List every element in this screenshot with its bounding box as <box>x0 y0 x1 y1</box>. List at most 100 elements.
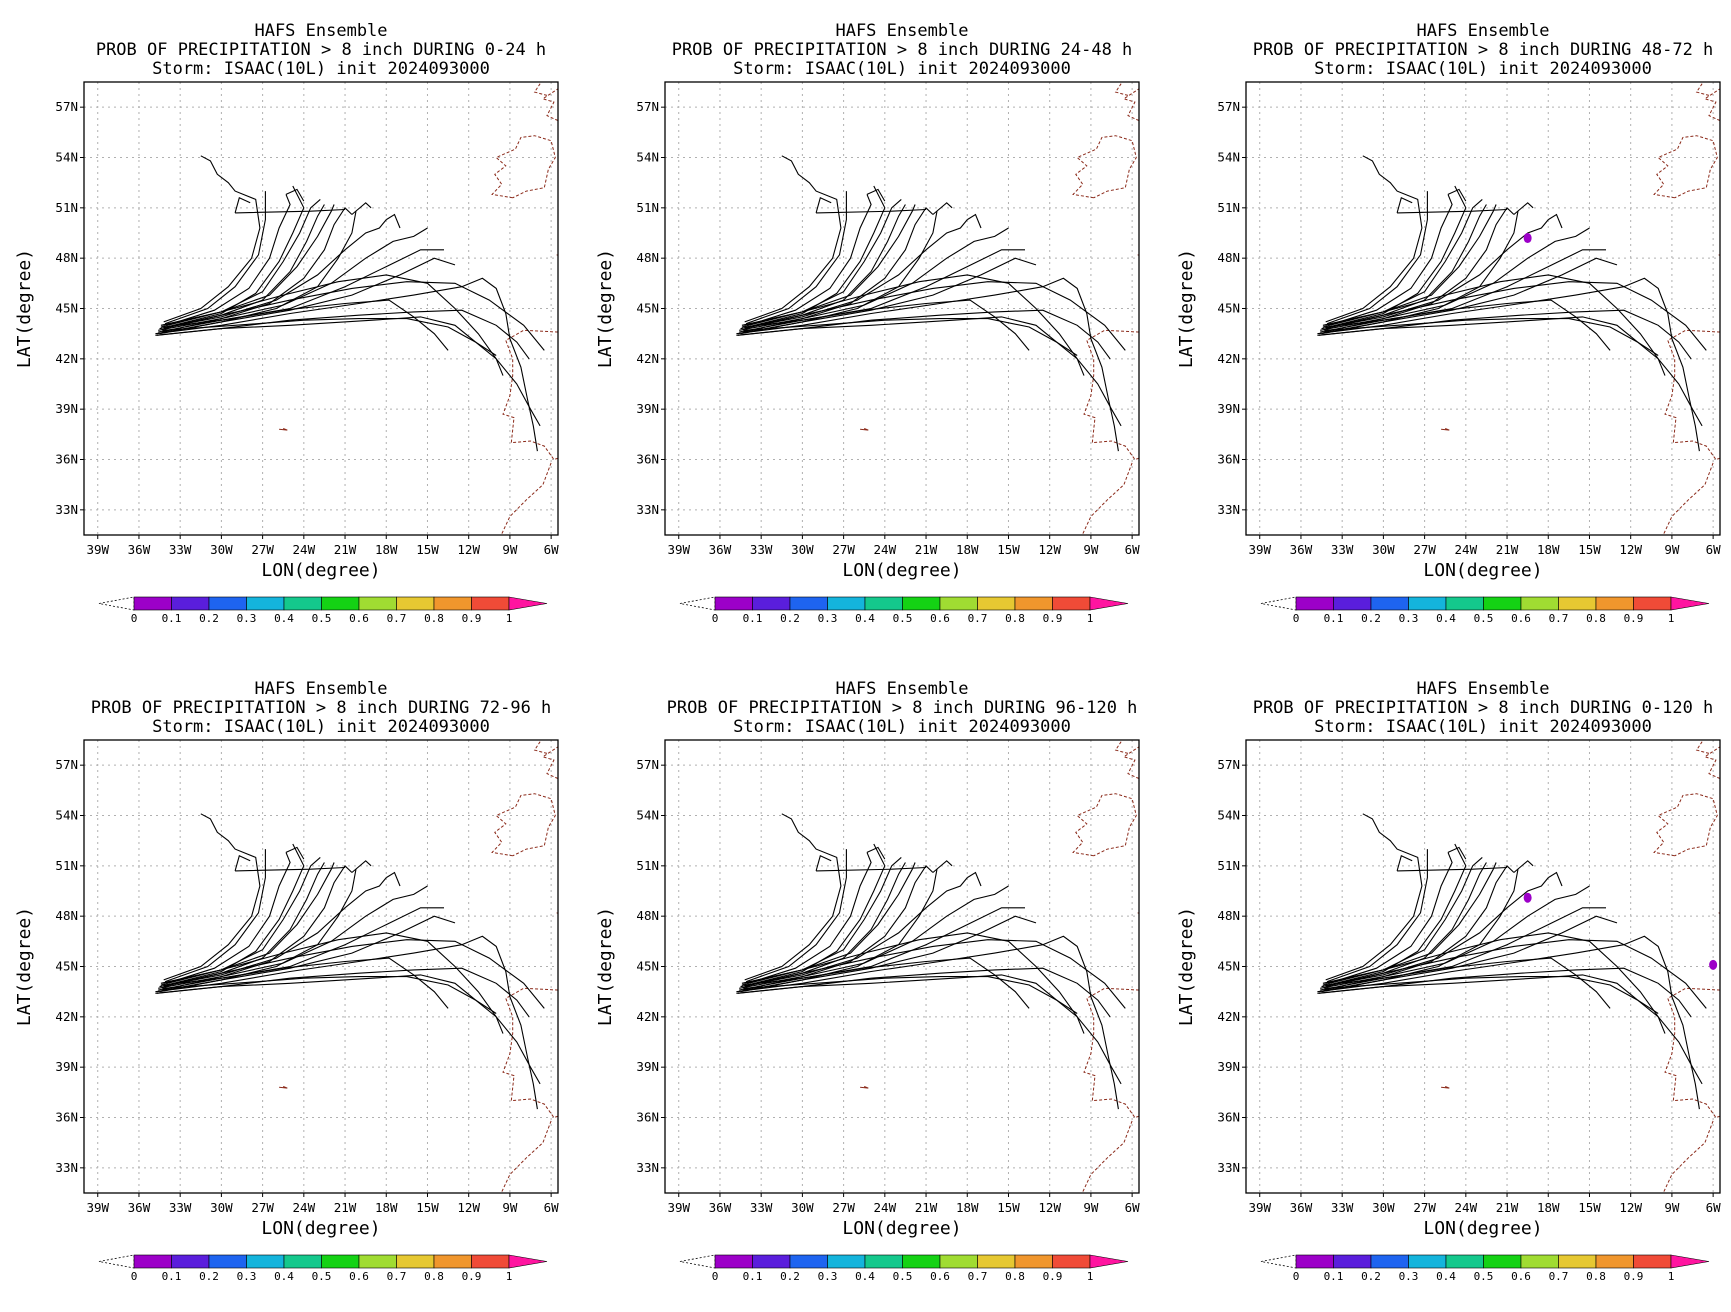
y-tick-label: 36N <box>55 1110 78 1125</box>
y-tick-label: 33N <box>636 502 659 517</box>
colorbar-label: 1 <box>1668 612 1675 625</box>
x-tick-label: 24W <box>293 1200 316 1215</box>
x-tick-label: 27W <box>1413 1200 1436 1215</box>
colorbar-label: 0.5 <box>312 1270 332 1283</box>
colorbar-label: 0.9 <box>1043 612 1063 625</box>
ensemble-track <box>741 932 1122 1085</box>
ensemble-track <box>743 976 1078 1014</box>
colorbar-segment <box>1295 596 1334 611</box>
chart-title: HAFS Ensemble <box>1416 679 1549 699</box>
coastline <box>1695 741 1710 754</box>
island <box>279 1086 288 1089</box>
coastline <box>502 987 558 1119</box>
storm-label: Storm: ISAAC(10L) init 2024093000 <box>152 717 490 737</box>
ensemble-track <box>747 843 886 986</box>
x-tick-label: 18W <box>956 1200 979 1215</box>
x-tick-label: 6W <box>1706 542 1722 557</box>
y-tick-label: 45N <box>55 301 78 316</box>
chart-subtitle: PROB OF PRECIPITATION > 8 inch DURING 48… <box>1253 40 1714 60</box>
ensemble-track <box>744 813 842 981</box>
x-tick-label: 27W <box>832 542 855 557</box>
y-tick-label: 48N <box>636 908 659 923</box>
ensemble-track <box>166 852 291 984</box>
ensemble-track <box>1317 967 1692 1018</box>
x-tick-label: 36W <box>128 542 151 557</box>
colorbar-segment <box>902 596 941 611</box>
ensemble-track <box>744 155 842 323</box>
ensemble-track <box>1325 957 1611 1009</box>
coastline <box>1137 912 1139 914</box>
y-tick-label: 48N <box>636 250 659 265</box>
x-tick-label: 30W <box>791 1200 814 1215</box>
y-tick-label: 45N <box>636 959 659 974</box>
colorbar-segment <box>246 596 285 611</box>
colorbar-segment <box>471 596 510 611</box>
ensemble-track <box>155 309 530 360</box>
coastline <box>533 741 548 754</box>
ensemble-track <box>747 185 886 328</box>
ensemble-track <box>932 202 953 215</box>
colorbar-label: 0.6 <box>349 612 369 625</box>
x-tick-label: 9W <box>502 1200 518 1215</box>
coastline <box>1703 88 1720 122</box>
map-area <box>84 82 558 535</box>
ensemble-track <box>164 849 266 983</box>
y-tick-label: 51N <box>55 200 78 215</box>
coastline <box>1664 987 1720 1119</box>
ensemble-track <box>1320 227 1590 331</box>
ensemble-track <box>162 206 353 333</box>
y-tick-label: 45N <box>55 959 78 974</box>
x-tick-label: 39W <box>667 1200 690 1215</box>
ensemble-track <box>1318 915 1618 993</box>
ensemble-track <box>866 188 886 202</box>
y-tick-label: 45N <box>1217 301 1240 316</box>
colorbar-over-arrow <box>1089 596 1129 611</box>
colorbar-segment <box>827 1254 866 1269</box>
ensemble-track <box>1317 277 1700 452</box>
colorbar-segment <box>171 1254 210 1269</box>
colorbar-label: 0.1 <box>1324 612 1344 625</box>
ensemble-track <box>736 935 1119 1110</box>
x-tick-label: 21W <box>334 542 357 557</box>
y-tick-label: 51N <box>55 858 78 873</box>
x-tick-label: 18W <box>1537 542 1560 557</box>
x-tick-label: 9W <box>1664 542 1680 557</box>
ensemble-track <box>1322 932 1703 1085</box>
y-tick-label: 48N <box>55 908 78 923</box>
colorbar-label: 0.9 <box>1624 1270 1644 1283</box>
ensemble-track <box>816 208 927 214</box>
colorbar-label: 0.3 <box>1399 1270 1419 1283</box>
colorbar-segment <box>902 1254 941 1269</box>
colorbar-segment <box>1408 1254 1447 1269</box>
x-tick-label: 24W <box>1455 542 1478 557</box>
colorbar-segment <box>827 596 866 611</box>
y-tick-label: 45N <box>1217 959 1240 974</box>
x-axis-label: LON(degree) <box>1423 560 1542 581</box>
colorbar-segment <box>283 596 322 611</box>
x-tick-label: 21W <box>915 1200 938 1215</box>
colorbar-over-arrow <box>508 596 548 611</box>
chart-subtitle: PROB OF PRECIPITATION > 8 inch DURING 0-… <box>96 40 546 60</box>
ensemble-track <box>156 974 504 1034</box>
x-tick-label: 39W <box>667 542 690 557</box>
colorbar-segment <box>752 596 791 611</box>
ensemble-track <box>1328 843 1467 986</box>
x-tick-label: 36W <box>709 542 732 557</box>
x-tick-label: 33W <box>750 1200 773 1215</box>
colorbar-segment <box>1408 596 1447 611</box>
probability-cell <box>1709 959 1718 970</box>
colorbar-label: 1 <box>506 612 513 625</box>
ensemble-track <box>1317 309 1692 360</box>
x-tick-label: 27W <box>251 542 274 557</box>
island <box>279 428 288 431</box>
x-tick-label: 12W <box>1038 542 1061 557</box>
x-tick-label: 12W <box>457 542 480 557</box>
x-tick-label: 27W <box>1413 542 1436 557</box>
ensemble-track <box>741 274 1122 427</box>
y-tick-label: 33N <box>1217 1160 1240 1175</box>
y-tick-label: 42N <box>55 1009 78 1024</box>
ensemble-track <box>1548 871 1563 887</box>
y-tick-label: 45N <box>636 301 659 316</box>
